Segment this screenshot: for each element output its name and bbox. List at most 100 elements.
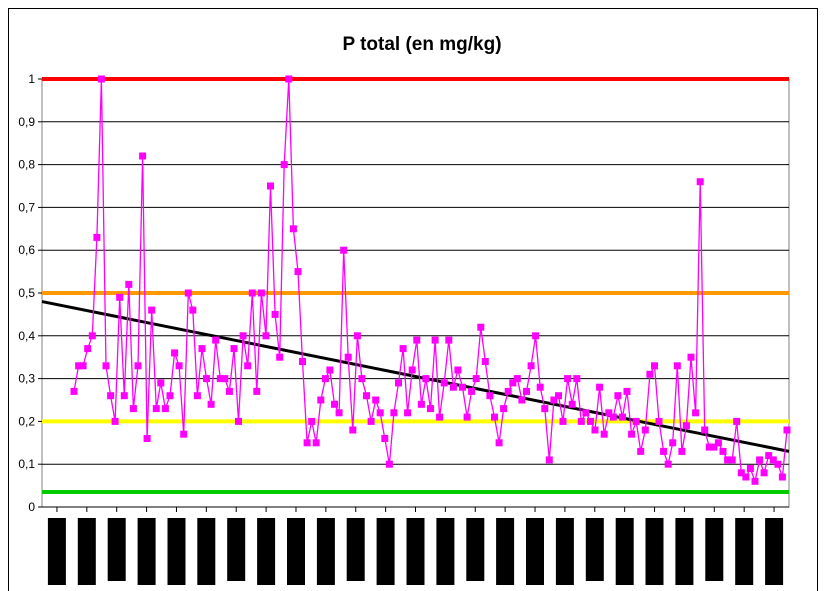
- y-tick-label: 0,4: [18, 329, 35, 343]
- data-point: [513, 375, 521, 383]
- data-point: [134, 362, 142, 370]
- reference-lines: [42, 77, 789, 495]
- data-point: [422, 375, 430, 383]
- data-point: [555, 392, 562, 400]
- data-point: [285, 75, 293, 83]
- data-point: [79, 362, 87, 370]
- redacted-label: [406, 518, 425, 585]
- redacted-label: [466, 518, 485, 581]
- data-point: [623, 387, 631, 395]
- data-point: [596, 383, 604, 391]
- data-point: [655, 417, 663, 425]
- data-point: [609, 413, 617, 421]
- redacted-label: [137, 518, 156, 585]
- y-tick-label: 0,9: [18, 115, 35, 129]
- data-point: [276, 353, 284, 361]
- data-point: [587, 417, 594, 425]
- data-point: [353, 332, 361, 340]
- redacted-label: [705, 518, 724, 581]
- data-point: [372, 396, 380, 404]
- data-point: [778, 473, 786, 481]
- data-point: [399, 345, 407, 353]
- data-point: [673, 362, 681, 370]
- redacted-label: [436, 518, 455, 585]
- redacted-label: [765, 518, 784, 585]
- data-point: [125, 280, 133, 288]
- data-point: [344, 353, 352, 361]
- data-point: [161, 405, 169, 413]
- redacted-label: [376, 518, 395, 585]
- data-point: [710, 443, 718, 451]
- data-point: [733, 417, 741, 425]
- data-point: [152, 405, 160, 413]
- data-point: [449, 383, 457, 391]
- data-point: [308, 417, 316, 425]
- redacted-label: [197, 518, 216, 585]
- data-point: [637, 447, 645, 455]
- data-point: [230, 345, 238, 353]
- data-point: [746, 465, 754, 472]
- chart-frame: [8, 8, 818, 591]
- redacted-label: [77, 518, 96, 585]
- redacted-label: [735, 518, 754, 585]
- data-point: [545, 456, 553, 464]
- data-point: [404, 409, 412, 417]
- data-point: [239, 332, 247, 340]
- redacted-label: [346, 518, 365, 581]
- data-point: [692, 409, 700, 417]
- data-point: [363, 392, 370, 400]
- data-point: [129, 405, 137, 413]
- redacted-label: [287, 518, 305, 585]
- data-point: [408, 366, 416, 374]
- data-point: [102, 362, 110, 370]
- data-point: [527, 362, 535, 370]
- data-point: [385, 460, 393, 468]
- data-point: [756, 456, 764, 464]
- data-point: [88, 332, 96, 340]
- data-point: [769, 456, 777, 464]
- data-point: [107, 392, 115, 400]
- data-point: [97, 75, 105, 83]
- data-point: [774, 460, 782, 468]
- data-point: [189, 306, 197, 314]
- data-point: [431, 336, 439, 344]
- data-point: [312, 439, 320, 447]
- data-point: [573, 375, 581, 383]
- y-tick-label: 0,1: [18, 457, 35, 471]
- data-point: [212, 336, 220, 344]
- data-point: [148, 306, 156, 314]
- data-point: [628, 430, 636, 438]
- data-point: [509, 379, 517, 387]
- data-point: [605, 409, 613, 417]
- data-point: [216, 375, 224, 383]
- data-point: [728, 456, 736, 464]
- redacted-label: [585, 518, 604, 581]
- data-point: [477, 323, 485, 331]
- data-point: [294, 268, 302, 276]
- data-point: [701, 426, 709, 434]
- data-point: [523, 387, 530, 395]
- data-point: [459, 383, 466, 391]
- data-point: [253, 387, 261, 395]
- data-point: [632, 417, 640, 425]
- data-point: [436, 413, 444, 421]
- data-point: [184, 289, 192, 297]
- redacted-label: [107, 518, 126, 581]
- data-point: [687, 353, 695, 361]
- data-point: [390, 409, 398, 417]
- data-point: [481, 358, 489, 365]
- data-point: [139, 152, 147, 160]
- data-point: [532, 332, 540, 340]
- data-point: [486, 392, 494, 400]
- data-point: [267, 182, 274, 190]
- data-point: [116, 293, 124, 301]
- redacted-label: [526, 518, 544, 585]
- data-point: [719, 447, 727, 455]
- data-point: [303, 439, 311, 447]
- series-group: [70, 75, 791, 485]
- data-point: [349, 426, 357, 434]
- data-point: [248, 289, 256, 297]
- data-point: [180, 430, 188, 438]
- y-tick-label: 0,2: [18, 414, 35, 428]
